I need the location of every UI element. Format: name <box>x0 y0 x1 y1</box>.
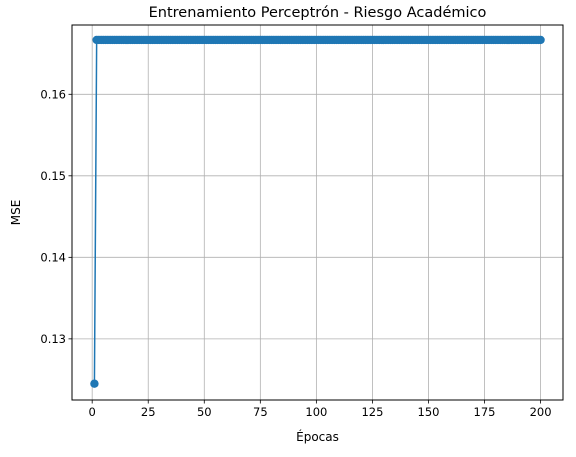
x-tick-label: 75 <box>253 405 268 419</box>
x-tick-label: 25 <box>141 405 156 419</box>
x-axis-ticks: 0 25 50 75 100 125 150 175 200 <box>89 400 552 419</box>
x-tick-label: 100 <box>305 405 327 419</box>
y-tick-label: 0.15 <box>40 169 66 183</box>
y-axis-label: MSE <box>9 200 23 226</box>
chart-title: Entrenamiento Perceptrón - Riesgo Académ… <box>149 5 487 21</box>
x-tick-label: 125 <box>361 405 383 419</box>
data-point <box>90 379 99 388</box>
series-mse <box>90 35 545 388</box>
x-tick-label: 50 <box>197 405 212 419</box>
plot-frame <box>71 24 564 401</box>
y-tick-label: 0.14 <box>40 250 66 264</box>
y-axis-ticks: 0.13 0.14 0.15 0.16 <box>40 87 72 346</box>
data-point <box>536 35 545 45</box>
x-tick-label: 0 <box>89 405 96 419</box>
y-tick-label: 0.16 <box>40 87 66 101</box>
x-axis-label: Épocas <box>296 429 339 444</box>
x-tick-label: 150 <box>418 405 440 419</box>
x-tick-label: 200 <box>530 405 552 419</box>
x-tick-label: 175 <box>474 405 496 419</box>
y-tick-label: 0.13 <box>40 332 66 346</box>
grid-lines <box>72 25 563 400</box>
